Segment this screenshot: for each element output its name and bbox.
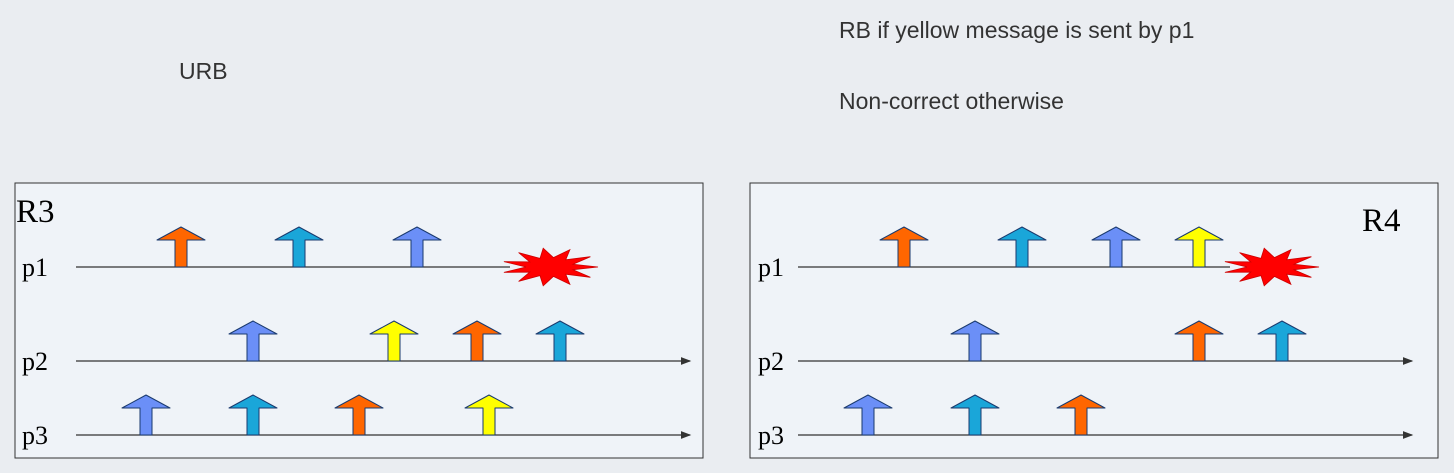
r3-p3-label: p3: [22, 421, 48, 450]
r4-p2-arrow-blue-1: [950, 320, 1000, 362]
r3-p2-arrow-cyan-4: [535, 320, 585, 362]
r3-process-p3: p3: [22, 421, 692, 450]
panel-r3: R3 p1 p2 p3: [14, 182, 704, 459]
r4-p1-arrow-blue-3: [1091, 226, 1141, 268]
r3-p2-label: p2: [22, 347, 48, 376]
r3-p1-arrow-blue-3: [392, 226, 442, 268]
r3-p2-arrow-blue-1: [228, 320, 278, 362]
r3-p3-arrow-yellow-4: [464, 394, 514, 436]
r3-message-arrows: [121, 226, 599, 436]
r4-p2-label: p2: [758, 347, 784, 376]
r3-p2-arrow-yellow-2: [369, 320, 419, 362]
r4-p2-arrow-orange-2: [1174, 320, 1224, 362]
r3-p2-arrow-orange-3: [452, 320, 502, 362]
r4-message-arrows: [843, 226, 1320, 436]
r3-p1-arrow-cyan-2: [274, 226, 324, 268]
r3-p3-arrow-orange-3: [334, 394, 384, 436]
r4-process-p3: p3: [758, 421, 1414, 450]
r3-p1-arrow-orange-1: [156, 226, 206, 268]
r4-p1-label: p1: [758, 253, 784, 282]
rb-condition-text: RB if yellow message is sent by p1: [839, 17, 1195, 43]
r4-process-p1: p1: [758, 253, 1230, 282]
r3-p3-arrow-blue-1: [121, 394, 171, 436]
r3-p1-crash-icon: [503, 247, 599, 287]
panel-r4-title: R4: [1362, 203, 1401, 239]
r4-p3-label: p3: [758, 421, 784, 450]
panel-r3-title: R3: [16, 194, 55, 230]
r3-p1-label: p1: [22, 253, 48, 282]
r4-p1-crash-icon: [1224, 247, 1320, 287]
r4-p1-arrow-cyan-2: [997, 226, 1047, 268]
r4-p2-arrow-cyan-3: [1257, 320, 1307, 362]
panel-r4: R4 p1 p2 p3: [749, 182, 1439, 459]
r4-p3-arrow-orange-3: [1056, 394, 1106, 436]
panel-r4-frame: [749, 182, 1439, 459]
r3-process-p2: p2: [22, 347, 692, 376]
r4-p1-arrow-yellow-4: [1174, 226, 1224, 268]
r4-p1-arrow-orange-1: [879, 226, 929, 268]
r4-p3-arrow-blue-1: [843, 394, 893, 436]
r4-p3-arrow-cyan-2: [950, 394, 1000, 436]
r4-process-p2: p2: [758, 347, 1414, 376]
r3-p3-arrow-cyan-2: [228, 394, 278, 436]
non-correct-text: Non-correct otherwise: [839, 88, 1064, 114]
urb-label: URB: [179, 58, 228, 84]
